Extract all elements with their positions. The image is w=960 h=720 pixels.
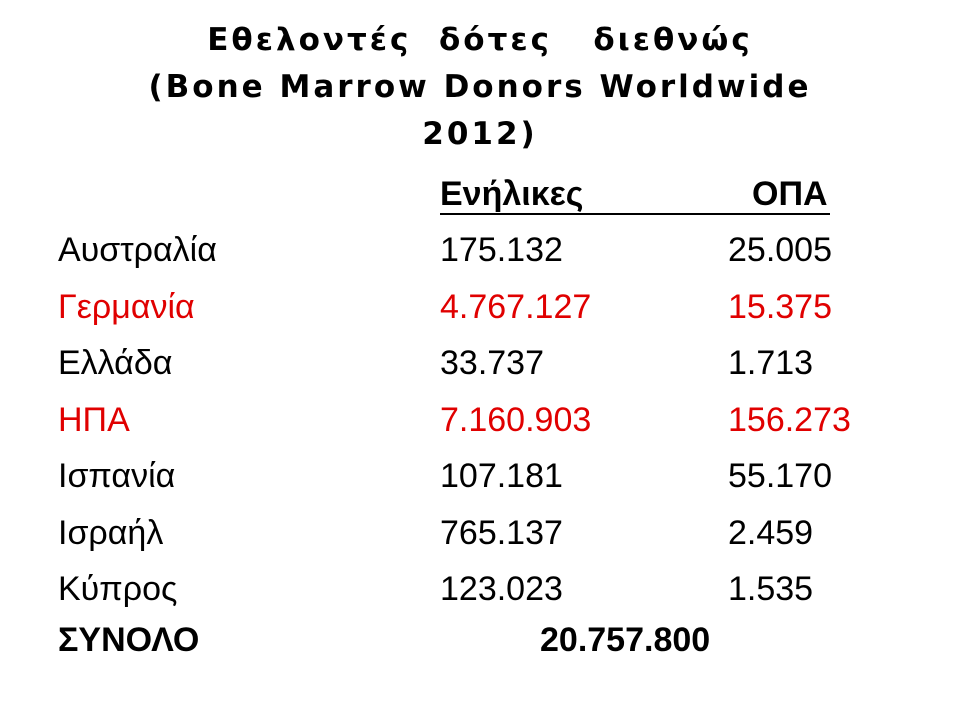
country-name: Αυστραλία: [58, 231, 217, 269]
country-name: Ισραήλ: [58, 513, 164, 552]
total-value: 20.757.800: [540, 621, 711, 659]
header-adults: Ενήλικες: [440, 175, 584, 213]
country-name: Γερμανία: [58, 287, 195, 326]
opa-count: 2.459: [728, 513, 814, 552]
opa-count: 55.170: [728, 457, 832, 495]
country-name: ΗΠΑ: [58, 400, 130, 439]
header-opa: ΟΠΑ: [752, 175, 828, 213]
title-line: Εθελοντές δότες διεθνώς: [207, 22, 753, 58]
adults-count: 7.160.903: [440, 400, 592, 439]
title-line: 2012): [422, 116, 538, 152]
country-name: Ελλάδα: [58, 344, 173, 382]
opa-count: 1.535: [728, 570, 814, 608]
header-underline: [440, 213, 830, 215]
opa-count: 15.375: [728, 287, 832, 326]
opa-count: 156.273: [728, 400, 851, 439]
opa-count: 25.005: [728, 231, 832, 269]
adults-count: 107.181: [440, 457, 563, 495]
country-name: Ισπανία: [58, 457, 176, 495]
adults-count: 33.737: [440, 344, 544, 382]
adults-count: 175.132: [440, 231, 563, 269]
country-name: Κύπρος: [58, 570, 178, 608]
opa-count: 1.713: [728, 344, 814, 382]
adults-count: 123.023: [440, 570, 563, 608]
adults-count: 765.137: [440, 513, 563, 552]
total-label: ΣΥΝΟΛΟ: [58, 621, 200, 659]
title-line: (Bone Marrow Donors Worldwide: [148, 69, 812, 105]
adults-count: 4.767.127: [440, 287, 592, 326]
